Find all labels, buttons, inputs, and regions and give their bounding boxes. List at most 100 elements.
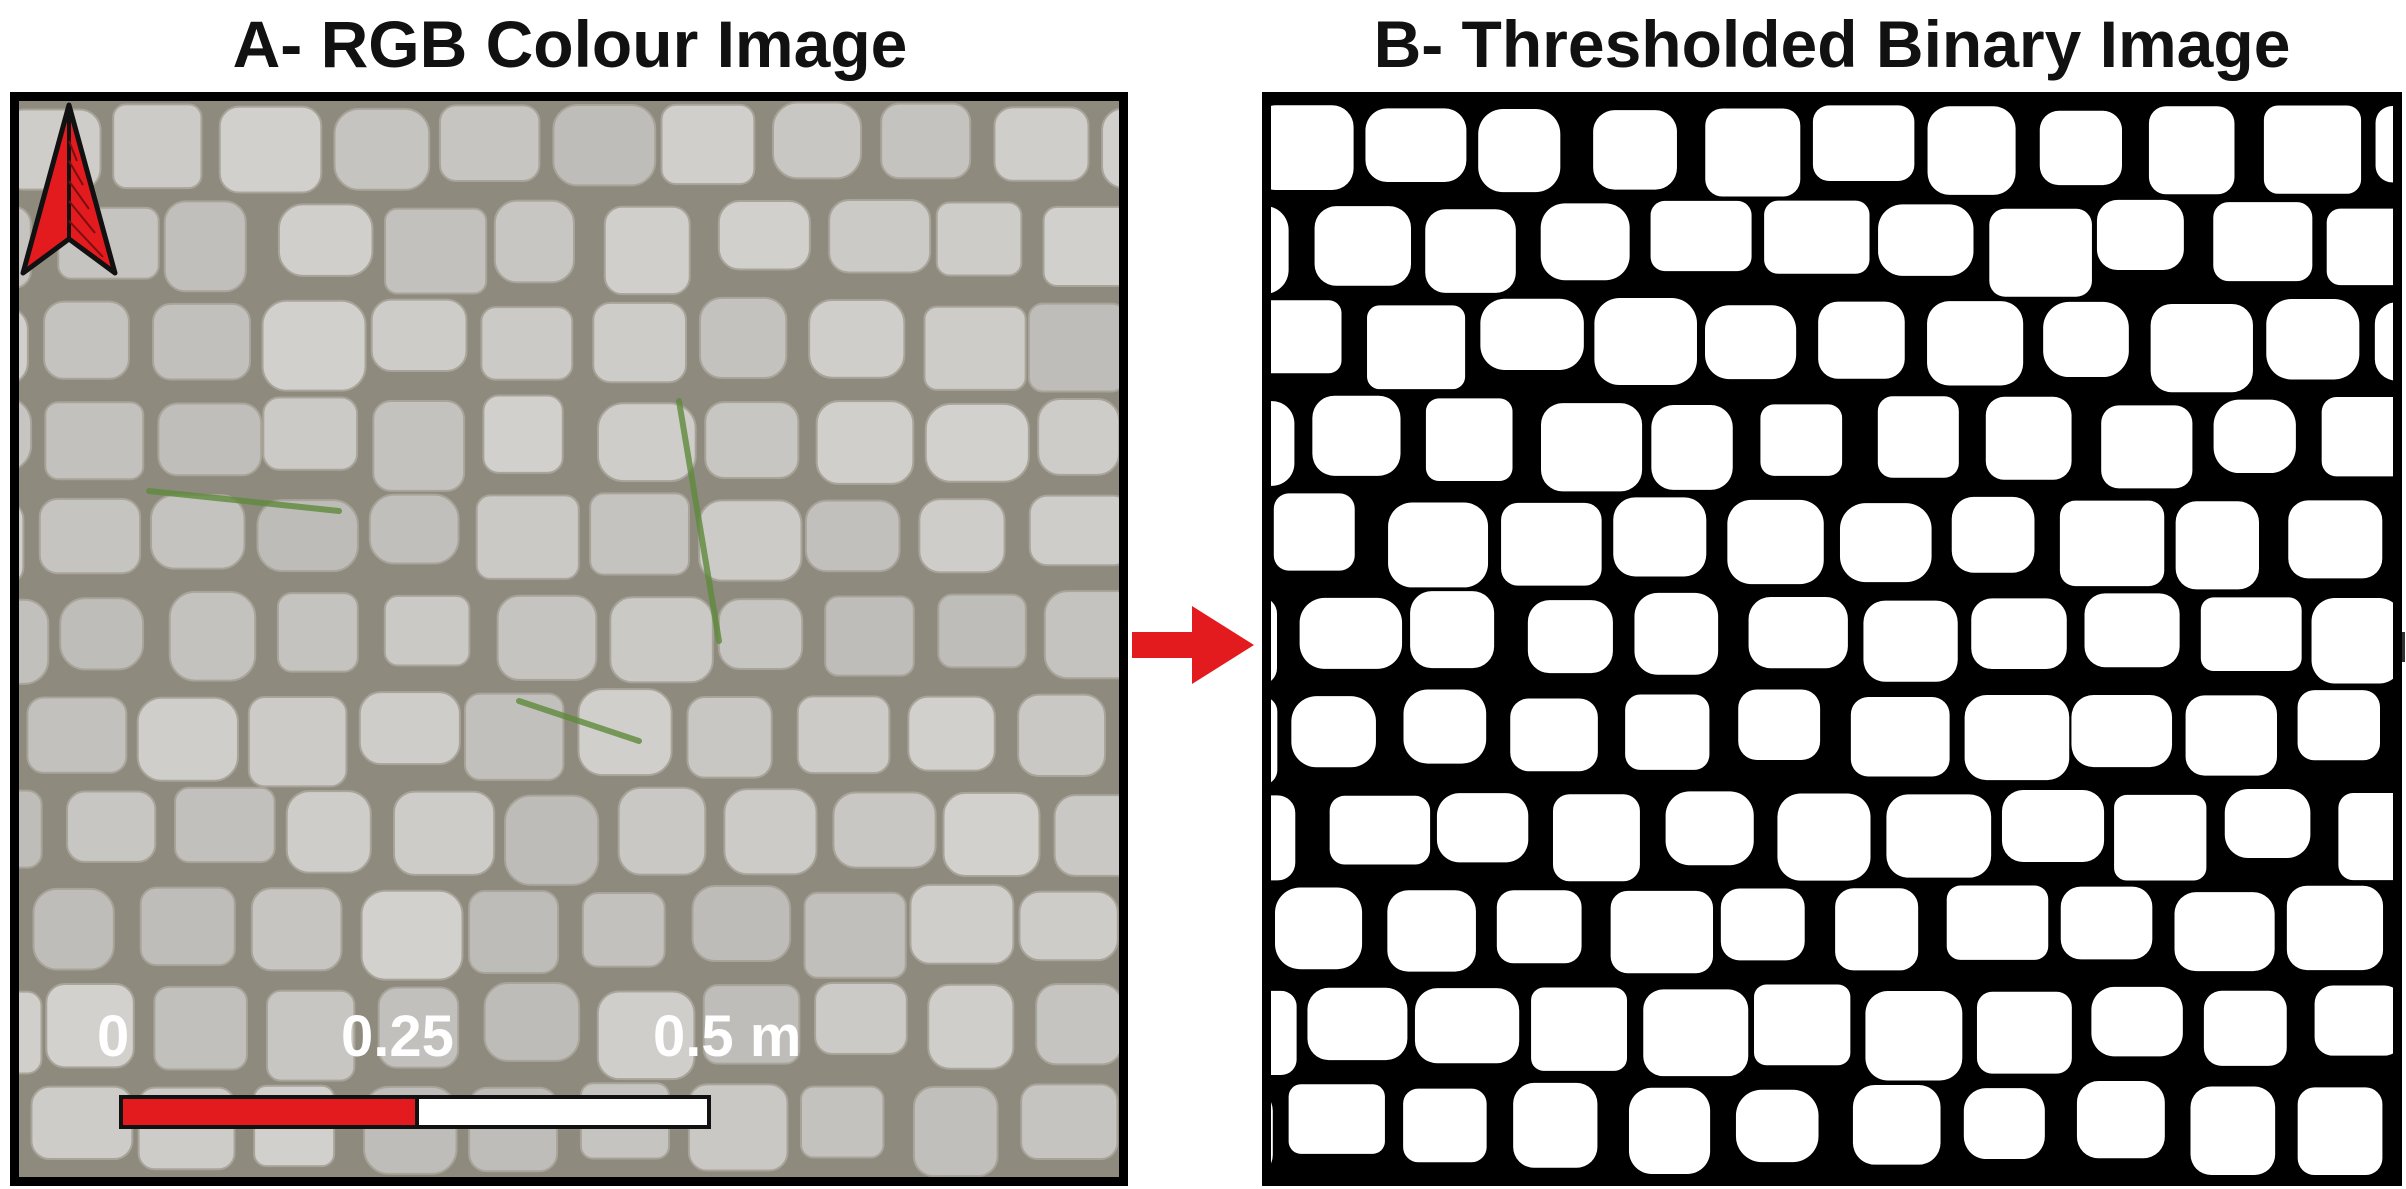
mud-tile <box>262 396 359 471</box>
mud-tile <box>832 791 937 869</box>
mud-tile <box>993 106 1090 182</box>
mud-tile <box>2091 986 2183 1057</box>
mud-tile <box>392 790 496 876</box>
mud-tile <box>2266 298 2360 380</box>
mud-tile <box>2096 199 2184 271</box>
mud-tile <box>139 886 236 967</box>
mud-tile <box>596 990 696 1081</box>
mud-tile <box>1971 598 2067 670</box>
mud-tile <box>475 494 580 580</box>
mud-tile <box>383 594 471 667</box>
mud-tile <box>266 989 356 1082</box>
scale-label-half-metre: 0.5 m <box>653 1004 802 1069</box>
scale-bar <box>119 1095 711 1129</box>
mud-tile <box>32 887 115 971</box>
mud-tile <box>1307 987 1408 1061</box>
mud-tile <box>1299 597 1403 669</box>
mud-tile <box>1271 795 1296 881</box>
mud-tile <box>19 400 33 469</box>
mud-tile <box>1593 110 1677 190</box>
mud-tile <box>1754 984 1851 1066</box>
mud-tile <box>2314 985 2393 1056</box>
mud-tile <box>589 492 690 576</box>
mud-tile <box>1414 988 1520 1064</box>
vegetation-streak <box>146 488 342 514</box>
mud-tile <box>19 598 50 685</box>
mud-tile <box>1478 108 1561 193</box>
mud-tile <box>660 103 756 186</box>
mud-tile <box>377 986 460 1069</box>
mud-tile <box>153 985 248 1071</box>
mud-tile <box>218 105 323 194</box>
mud-tile <box>43 300 130 380</box>
mud-tile <box>1510 698 1598 772</box>
mud-tile <box>19 506 25 581</box>
mud-tile <box>1850 696 1950 777</box>
vegetation-streak <box>516 698 642 744</box>
mud-tile <box>1878 204 1974 276</box>
mud-tile <box>1288 1084 1385 1154</box>
mud-tile <box>1365 108 1467 183</box>
mud-tile <box>2185 695 2278 776</box>
mud-tile <box>1403 689 1487 764</box>
mud-tile <box>493 199 575 284</box>
right-arrow-icon <box>1132 606 1254 684</box>
mud-tile <box>702 984 801 1065</box>
mud-tile <box>1705 305 1797 380</box>
mud-tile <box>723 788 818 876</box>
mud-tile <box>368 493 460 565</box>
mud-tile <box>1852 1084 1941 1165</box>
panel-a-title: A- RGB Colour Image <box>232 7 908 81</box>
mud-tile <box>1271 600 1277 681</box>
mud-tile <box>828 199 932 274</box>
mud-tile <box>1651 405 1733 490</box>
mud-tile <box>1886 794 1992 878</box>
mud-tile <box>358 691 461 766</box>
mud-tile <box>796 695 891 775</box>
mud-tile <box>1027 302 1119 393</box>
mud-tile <box>1037 398 1119 476</box>
scale-bar-filled-segment <box>123 1099 419 1125</box>
mud-tile <box>1501 502 1602 586</box>
mud-tile <box>1760 404 1843 476</box>
mud-tile <box>909 883 1015 965</box>
mud-tile <box>717 200 811 271</box>
mud-tile <box>1865 990 1963 1081</box>
mud-tile <box>1946 885 2049 960</box>
mud-tile <box>2114 794 2207 881</box>
mud-tile <box>1312 395 1401 476</box>
mud-tile <box>1017 693 1107 777</box>
mud-tile <box>1271 1102 1273 1164</box>
mud-tile <box>1425 209 1516 293</box>
mud-tile <box>617 786 707 876</box>
mud-tile <box>704 401 800 480</box>
mud-tile <box>2076 1081 2165 1159</box>
mud-tile <box>1410 591 1495 669</box>
mud-tile <box>577 688 673 777</box>
mud-tile <box>1839 503 1932 583</box>
mud-tile <box>1835 888 1919 971</box>
mud-tile <box>112 103 203 190</box>
mud-tile <box>2213 399 2296 474</box>
mud-tile <box>918 498 1006 574</box>
mud-tile <box>803 891 907 979</box>
mud-tile <box>504 794 600 886</box>
mud-tile <box>463 692 565 781</box>
mud-tile <box>2374 302 2393 381</box>
mud-tile <box>372 400 466 492</box>
mud-tile <box>1053 794 1119 877</box>
mud-tile <box>1403 1088 1487 1163</box>
mud-tile <box>2060 886 2153 960</box>
north-arrow-icon <box>20 102 118 276</box>
mud-tile <box>924 402 1030 483</box>
mud-tile <box>2001 789 2105 862</box>
mud-tile <box>1927 106 2016 195</box>
scale-label-quarter: 0.25 <box>341 1004 454 1069</box>
mud-tile <box>483 982 581 1062</box>
mud-tile <box>2311 598 2393 684</box>
mud-tile <box>1540 403 1643 492</box>
rgb-colour-image: 0 0.25 0.5 m <box>10 92 1128 1186</box>
mud-tile <box>1985 396 2072 480</box>
mud-tile <box>596 402 697 483</box>
mud-tile <box>592 301 688 384</box>
